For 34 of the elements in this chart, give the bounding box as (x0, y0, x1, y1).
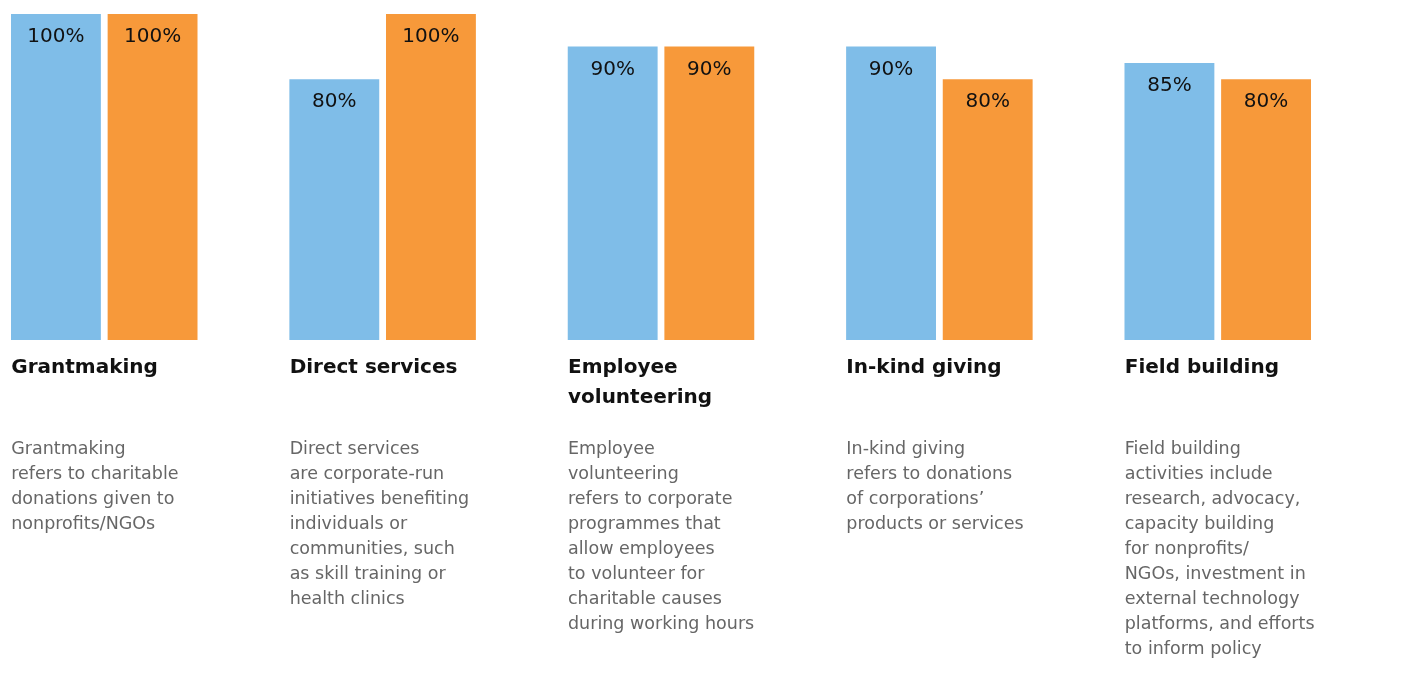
category-label: Employee volunteering (568, 353, 713, 408)
category-label: Direct services (289, 353, 458, 378)
data-label: 80% (965, 88, 1010, 113)
text: refers to charitable donations given to nonprofits/NGOs (11, 463, 179, 533)
category-label: Grantmaking (11, 353, 158, 378)
text: refers to donations of corporations’ products or services (846, 463, 1024, 533)
text: activities include research, advocacy, capacity building for nonprofits/ NGOs, investment in external technology platforms, and efforts to inform policy (1124, 463, 1315, 658)
data-label: 85% (1147, 71, 1192, 96)
data-label: 80% (312, 88, 357, 113)
data-label: 80% (1243, 88, 1289, 113)
x-tick-label: Field building (1124, 438, 1241, 458)
x-tick-label: Grantmaking (11, 438, 126, 458)
data-label: 100% (27, 23, 85, 47)
x-tick-label: In-kind giving (846, 438, 966, 458)
data-label: 100% (123, 23, 182, 47)
bar (942, 79, 1033, 340)
bar (11, 14, 101, 340)
category-label: Field building (1124, 353, 1279, 378)
data-label: 90% (590, 55, 635, 80)
x-tick-label: Direct services (289, 438, 420, 458)
bar (664, 46, 755, 340)
bar (1221, 79, 1311, 340)
bar (846, 46, 936, 340)
data-label: 90% (687, 55, 732, 80)
text: are corporate-run initiatives benefiting individuals or communities, such as skill training or health clinics (289, 463, 470, 608)
data-label: 90% (868, 55, 914, 80)
bar (386, 14, 476, 340)
data-label: 100% (402, 23, 460, 47)
bar (107, 14, 198, 340)
text: refers to corporate programmes that allow employees to volunteer for charitable causes during working hours (568, 488, 755, 633)
category-label: In-kind giving (846, 353, 1002, 378)
bar (1124, 62, 1215, 340)
bar (567, 46, 658, 340)
bar (289, 79, 380, 340)
